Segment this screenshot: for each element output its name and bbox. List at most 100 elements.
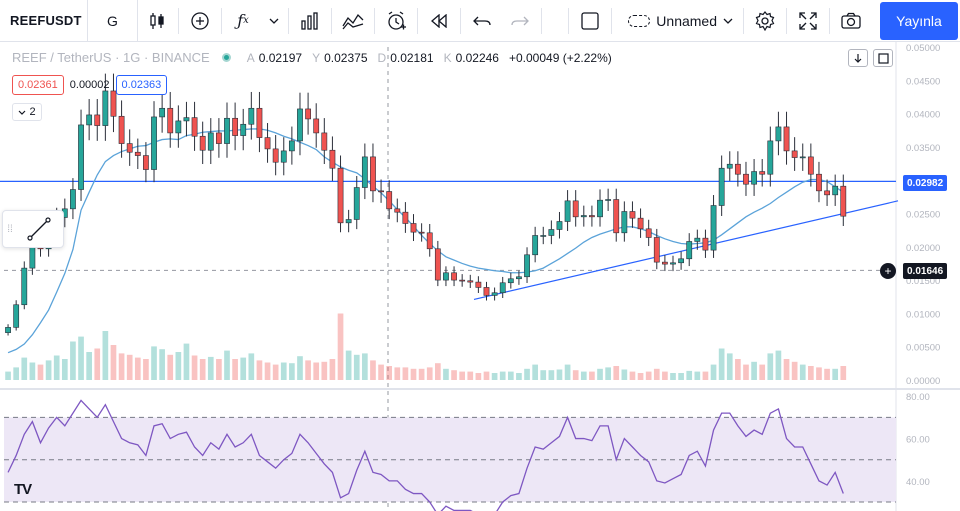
indicators-collapse-button[interactable]: 2 [12,103,42,121]
symbol-search-button[interactable]: REEFUSDT [0,0,88,42]
candle-up [605,199,612,201]
candle-down [232,117,239,136]
candle-up [799,156,806,159]
price-tick-label: 0.02500 [906,210,940,221]
candle-down [215,132,222,144]
candle-down [759,171,766,175]
rsi-tick-label: 80.00 [906,392,930,403]
candle-down [572,200,579,218]
volume-bar [272,364,279,380]
toolbar-divider [374,7,375,34]
compare-icon[interactable] [334,0,372,42]
candle-up [726,163,733,169]
candle-up [224,117,230,144]
scroll-down-button[interactable] [848,49,868,67]
trend-line [473,200,899,300]
replay-icon[interactable] [420,0,458,42]
price-tick-label: 0.02000 [906,243,940,254]
volume-bar [702,371,709,380]
candle-up [361,156,368,188]
volume-bar [548,370,555,380]
alert-icon[interactable] [377,0,415,42]
candle-up [183,117,190,122]
volume-bar [53,355,60,380]
toolbar-divider [178,7,179,34]
toolbar-divider [568,7,570,34]
volume-bar [240,357,247,380]
add-indicator-icon[interactable] [181,0,219,42]
volume-bar [118,353,125,380]
volume-bar [289,363,295,380]
candle-up [832,185,839,196]
layout-name-button[interactable]: Unnamed [620,6,741,36]
candle-up [507,278,514,284]
volume-bar [491,373,498,380]
candle-down [613,199,620,234]
buy-price-button[interactable]: 0.02363 [115,75,168,95]
candle-up [751,171,757,185]
toolbar-divider [221,7,222,34]
toolbar-divider [611,7,613,34]
volume-bar [386,366,393,380]
volume-bar [824,368,830,380]
crosshair-price-label: 0.01646 [903,263,948,279]
candle-up [499,282,506,294]
market-open-icon [221,53,231,62]
publish-button[interactable]: Yayınla [880,2,958,40]
volume-bar [467,371,474,380]
candle-down [110,90,117,117]
camera-icon[interactable] [832,0,870,42]
bar-chart-icon[interactable] [291,0,329,42]
price-tick-label: 0.05000 [906,43,940,54]
volume-bar [799,364,806,380]
fullscreen-icon[interactable] [789,0,827,42]
hline-price-label: 0.02982 [903,175,948,191]
candle-up [78,124,84,190]
legend-pair[interactable]: REEF / TetherUS · 1G · BINANCE [12,50,210,65]
tradingview-logo[interactable]: TV [14,481,32,498]
candle-up [580,215,587,218]
candle-down [118,115,125,144]
candle-up [694,237,701,242]
volume-bar [102,331,109,380]
volume-bar [337,313,344,380]
volume-bar [216,359,222,380]
volume-bar [13,367,20,380]
candle-up [540,235,547,237]
legend-low: 0.02181 [390,50,434,65]
arrow-down-icon [854,54,862,63]
legend-open-key: A [246,50,255,65]
volume-bar [443,368,449,380]
maximize-icon [877,52,889,64]
volume-bar [629,371,636,380]
volume-bar [402,367,409,380]
volume-bar [151,346,157,380]
crosshair-add-icon[interactable]: + [880,263,896,279]
candle-up [710,205,717,251]
candle-down [167,107,174,134]
volume-bar [224,350,230,380]
candles-icon[interactable] [138,0,176,42]
chevron-down-icon[interactable] [262,0,286,42]
trend-line-tool-icon[interactable] [17,211,61,247]
maximize-pane-button[interactable] [873,49,893,67]
volume-bar [167,354,174,380]
interval-button[interactable]: G [88,0,138,42]
volume-bar [21,357,28,380]
toolbar-divider [331,7,332,34]
volume-bar [434,363,441,380]
candle-down [743,173,749,185]
sell-price-button[interactable]: 0.02361 [12,75,64,95]
price-chart[interactable]: 0.050000.045000.040000.035000.030000.025… [0,42,960,511]
redo-icon[interactable] [501,0,539,42]
settings-icon[interactable] [746,0,784,42]
candle-up [564,200,571,222]
undo-icon[interactable] [463,0,501,42]
layout-square-icon[interactable] [571,0,609,42]
drag-handle-icon[interactable]: ⁞⁞ [7,223,13,235]
price-tick-label: 0.04500 [906,76,940,87]
volume-bar [329,359,336,380]
candle-up [5,327,11,333]
